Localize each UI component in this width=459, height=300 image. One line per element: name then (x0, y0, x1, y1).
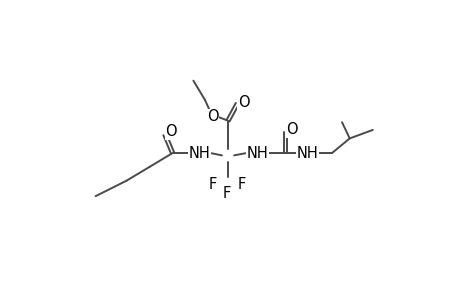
Text: O: O (237, 95, 249, 110)
Text: NH: NH (296, 146, 318, 160)
Text: F: F (208, 177, 216, 192)
Text: F: F (237, 177, 246, 192)
Text: NH: NH (246, 146, 268, 160)
Text: O: O (207, 110, 218, 124)
Text: O: O (285, 122, 297, 137)
Text: O: O (165, 124, 177, 139)
Text: F: F (222, 186, 230, 201)
Text: NH: NH (188, 146, 210, 160)
